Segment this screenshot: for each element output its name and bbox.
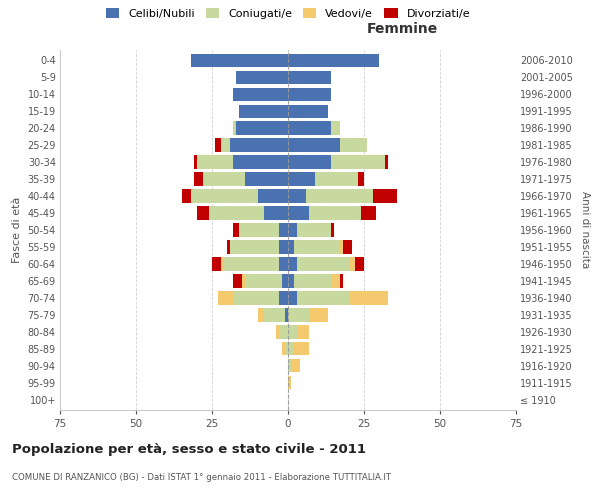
- Legend: Celibi/Nubili, Coniugati/e, Vedovi/e, Divorziati/e: Celibi/Nubili, Coniugati/e, Vedovi/e, Di…: [106, 8, 470, 19]
- Bar: [279, 258, 288, 270]
- Bar: [288, 326, 297, 338]
- Bar: [288, 138, 340, 151]
- Bar: [291, 359, 300, 372]
- Bar: [297, 258, 349, 270]
- Bar: [191, 54, 288, 67]
- Text: COMUNE DI RANZANICO (BG) - Dati ISTAT 1° gennaio 2011 - Elaborazione TUTTITALIA.: COMUNE DI RANZANICO (BG) - Dati ISTAT 1°…: [12, 472, 391, 482]
- Bar: [288, 359, 291, 372]
- Bar: [288, 190, 306, 202]
- Bar: [218, 292, 233, 304]
- Bar: [309, 308, 328, 322]
- Bar: [279, 240, 288, 254]
- Bar: [288, 104, 328, 118]
- Bar: [343, 240, 352, 254]
- Bar: [233, 274, 242, 287]
- Bar: [257, 308, 263, 322]
- Bar: [279, 224, 288, 236]
- Bar: [209, 206, 263, 220]
- Bar: [285, 308, 288, 322]
- Bar: [288, 274, 294, 287]
- Bar: [288, 342, 294, 355]
- Bar: [288, 308, 309, 322]
- Bar: [288, 258, 297, 270]
- Bar: [233, 122, 236, 134]
- Bar: [288, 122, 331, 134]
- Bar: [276, 326, 279, 338]
- Bar: [203, 172, 245, 186]
- Text: Popolazione per età, sesso e stato civile - 2011: Popolazione per età, sesso e stato civil…: [12, 442, 366, 456]
- Bar: [288, 156, 331, 168]
- Bar: [340, 240, 343, 254]
- Bar: [245, 274, 282, 287]
- Bar: [236, 122, 288, 134]
- Bar: [358, 172, 364, 186]
- Bar: [227, 240, 230, 254]
- Bar: [279, 326, 288, 338]
- Bar: [349, 258, 355, 270]
- Bar: [297, 224, 331, 236]
- Bar: [215, 138, 221, 151]
- Bar: [221, 138, 230, 151]
- Bar: [233, 88, 288, 101]
- Y-axis label: Anni di nascita: Anni di nascita: [580, 192, 590, 268]
- Bar: [194, 172, 203, 186]
- Bar: [233, 292, 279, 304]
- Bar: [288, 172, 316, 186]
- Bar: [263, 206, 288, 220]
- Bar: [288, 376, 291, 390]
- Bar: [245, 172, 288, 186]
- Y-axis label: Fasce di età: Fasce di età: [12, 197, 22, 263]
- Bar: [355, 258, 364, 270]
- Text: Femmine: Femmine: [367, 22, 437, 36]
- Bar: [212, 258, 221, 270]
- Bar: [288, 206, 309, 220]
- Bar: [233, 224, 239, 236]
- Bar: [331, 122, 340, 134]
- Bar: [221, 258, 224, 270]
- Bar: [282, 274, 288, 287]
- Bar: [288, 54, 379, 67]
- Bar: [182, 190, 191, 202]
- Bar: [331, 274, 340, 287]
- Bar: [263, 308, 285, 322]
- Bar: [279, 292, 288, 304]
- Bar: [385, 156, 388, 168]
- Bar: [282, 342, 285, 355]
- Bar: [197, 156, 233, 168]
- Bar: [373, 190, 397, 202]
- Bar: [285, 342, 288, 355]
- Bar: [294, 274, 331, 287]
- Bar: [340, 274, 343, 287]
- Bar: [239, 224, 279, 236]
- Bar: [294, 342, 309, 355]
- Bar: [242, 274, 245, 287]
- Bar: [236, 70, 288, 84]
- Bar: [257, 190, 288, 202]
- Bar: [191, 190, 257, 202]
- Bar: [224, 258, 279, 270]
- Bar: [239, 104, 288, 118]
- Bar: [197, 206, 209, 220]
- Bar: [288, 88, 331, 101]
- Bar: [331, 156, 385, 168]
- Bar: [288, 292, 297, 304]
- Bar: [340, 138, 367, 151]
- Bar: [306, 190, 373, 202]
- Bar: [349, 292, 388, 304]
- Bar: [230, 138, 288, 151]
- Bar: [288, 240, 294, 254]
- Bar: [316, 172, 358, 186]
- Bar: [297, 292, 349, 304]
- Bar: [294, 240, 340, 254]
- Bar: [230, 240, 279, 254]
- Bar: [194, 156, 197, 168]
- Bar: [331, 224, 334, 236]
- Bar: [361, 206, 376, 220]
- Bar: [288, 70, 331, 84]
- Bar: [297, 326, 309, 338]
- Bar: [309, 206, 361, 220]
- Bar: [288, 224, 297, 236]
- Bar: [233, 156, 288, 168]
